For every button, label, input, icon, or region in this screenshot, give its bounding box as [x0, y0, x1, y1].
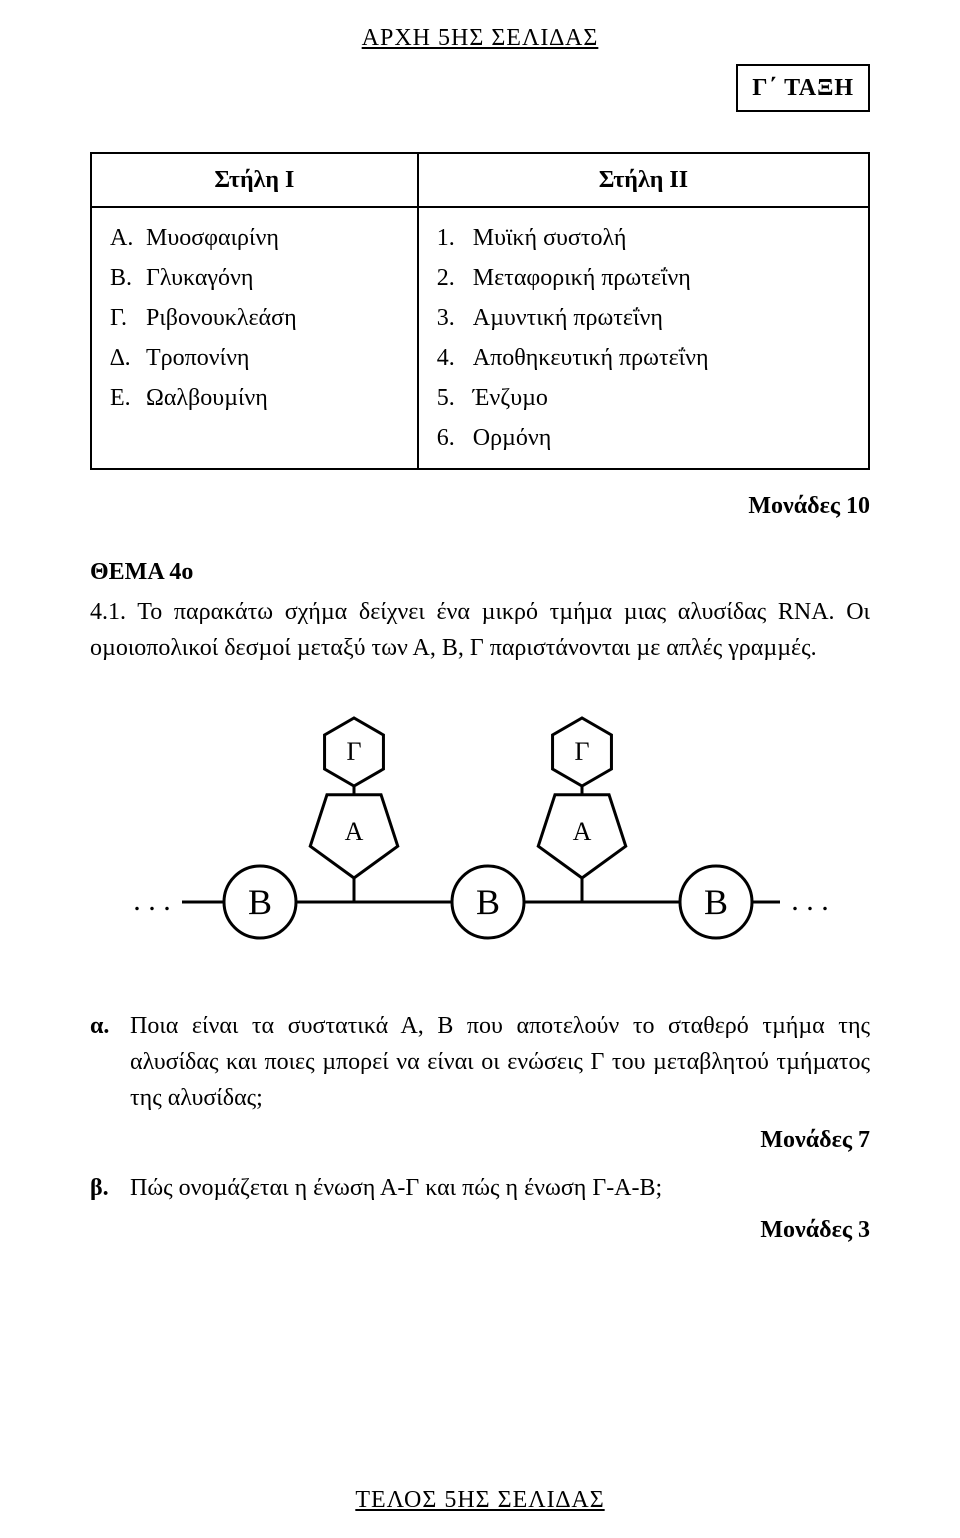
col1-header: Στήλη Ι [91, 153, 418, 207]
col2-item: 2.Μεταφορική πρωτεΐνη [437, 260, 850, 296]
col2-label: 2. [437, 260, 465, 296]
svg-text:. . .: . . . [791, 884, 829, 917]
col2-item: 6.Ορµόνη [437, 420, 850, 456]
q41-body: Το παρακάτω σχήµα δείχνει ένα µικρό τµήµ… [90, 599, 870, 661]
sub-b-letter: β. [90, 1170, 116, 1206]
sub-b-text: Πώς ονοµάζεται η ένωση Α-Γ και πώς η ένω… [130, 1170, 662, 1206]
svg-text:Α: Α [345, 817, 364, 846]
col1-item: Β.Γλυκαγόνη [110, 260, 399, 296]
svg-text:. . .: . . . [133, 884, 171, 917]
class-box-wrap: Γ΄ ΤΑΞΗ [90, 64, 870, 112]
rna-diagram-wrap: . . . Β Β Β Α Γ Α Γ . . . [90, 692, 870, 972]
col1-label: ∆. [110, 340, 138, 376]
sub-a: α. Ποια είναι τα συστατικά Α, Β που αποτ… [90, 1008, 870, 1116]
col1-body: Α.Μυοσφαιρίνη Β.Γλυκαγόνη Γ.Ριβονουκλεάσ… [91, 207, 418, 469]
col2-item: 5.Ένζυµο [437, 380, 850, 416]
col1-item: Γ.Ριβονουκλεάση [110, 300, 399, 336]
col1-text: Γλυκαγόνη [146, 260, 253, 296]
col1-item: Ε.Ωαλβουµίνη [110, 380, 399, 416]
sub-a-letter: α. [90, 1008, 116, 1044]
rna-diagram: . . . Β Β Β Α Γ Α Γ . . . [90, 692, 870, 972]
col2-item: 1.Μυϊκή συστολή [437, 220, 850, 256]
col2-body: 1.Μυϊκή συστολή 2.Μεταφορική πρωτεΐνη 3.… [418, 207, 869, 469]
points-table: Μονάδες 10 [90, 488, 870, 524]
col1-item: Α.Μυοσφαιρίνη [110, 220, 399, 256]
svg-text:Γ: Γ [574, 737, 589, 766]
col2-label: 5. [437, 380, 465, 416]
svg-text:Β: Β [704, 882, 728, 922]
col1-text: Ριβονουκλεάση [146, 300, 297, 336]
page-header-top: ΑΡΧΗ 5ΗΣ ΣΕΛΙ∆ΑΣ [90, 20, 870, 56]
col2-item: 4.Αποθηκευτική πρωτεΐνη [437, 340, 850, 376]
col1-text: Μυοσφαιρίνη [146, 220, 279, 256]
col2-text: Αποθηκευτική πρωτεΐνη [473, 340, 709, 376]
page-footer: ΤΕΛΟΣ 5ΗΣ ΣΕΛΙ∆ΑΣ [0, 1482, 960, 1518]
col2-text: Ορµόνη [473, 420, 552, 456]
col1-text: Τροπονίνη [146, 340, 249, 376]
svg-text:Α: Α [573, 817, 592, 846]
col2-item: 3.Αµυντική πρωτεΐνη [437, 300, 850, 336]
col1-item: ∆.Τροπονίνη [110, 340, 399, 376]
col2-label: 3. [437, 300, 465, 336]
col2-label: 1. [437, 220, 465, 256]
col1-label: Ε. [110, 380, 138, 416]
section-4-title: ΘΕΜΑ 4ο [90, 554, 870, 590]
col2-text: Αµυντική πρωτεΐνη [473, 300, 663, 336]
col1-text: Ωαλβουµίνη [146, 380, 268, 416]
col1-label: Β. [110, 260, 138, 296]
class-label: Γ΄ ΤΑΞΗ [736, 64, 870, 112]
sub-a-text: Ποια είναι τα συστατικά Α, Β που αποτελο… [130, 1008, 870, 1116]
col2-text: Μεταφορική πρωτεΐνη [473, 260, 691, 296]
col1-label: Α. [110, 220, 138, 256]
col2-label: 4. [437, 340, 465, 376]
q41: 4.1. Το παρακάτω σχήµα δείχνει ένα µικρό… [90, 594, 870, 666]
svg-text:Γ: Γ [346, 737, 361, 766]
svg-text:Β: Β [476, 882, 500, 922]
match-table: Στήλη Ι Στήλη ΙΙ Α.Μυοσφαιρίνη Β.Γλυκαγό… [90, 152, 870, 470]
sub-b: β. Πώς ονοµάζεται η ένωση Α-Γ και πώς η … [90, 1170, 870, 1206]
sub-a-points: Μονάδες 7 [90, 1122, 870, 1158]
q41-num: 4.1. [90, 599, 126, 625]
q41-text: 4.1. Το παρακάτω σχήµα δείχνει ένα µικρό… [90, 594, 870, 666]
sub-b-points: Μονάδες 3 [90, 1212, 870, 1248]
col2-text: Ένζυµο [473, 380, 548, 416]
col2-header: Στήλη ΙΙ [418, 153, 869, 207]
col2-text: Μυϊκή συστολή [473, 220, 627, 256]
col1-label: Γ. [110, 300, 138, 336]
svg-text:Β: Β [248, 882, 272, 922]
col2-label: 6. [437, 420, 465, 456]
